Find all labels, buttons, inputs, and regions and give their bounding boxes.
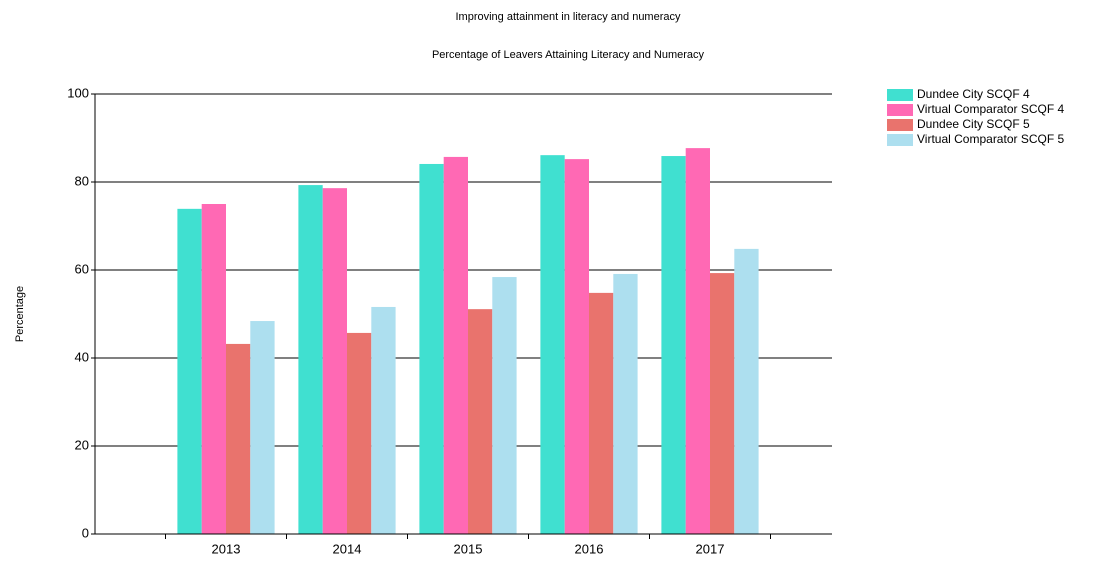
chart-subtitle: Percentage of Leavers Attaining Literacy… — [432, 49, 705, 61]
bar — [468, 309, 493, 534]
bar — [589, 292, 614, 534]
bar — [734, 248, 759, 534]
legend-swatch — [887, 134, 913, 146]
legend-label: Dundee City SCQF 4 — [917, 87, 1030, 101]
y-tick-label: 80 — [75, 173, 89, 188]
bar — [540, 155, 565, 534]
legend-swatch — [887, 104, 913, 116]
x-tick-label: 2014 — [333, 541, 362, 556]
bar — [177, 208, 202, 534]
y-tick-label: 100 — [67, 85, 89, 100]
bar — [322, 188, 347, 534]
y-tick-label: 40 — [75, 349, 89, 364]
bar — [298, 185, 323, 534]
chart-title: Improving attainment in literacy and num… — [456, 11, 681, 23]
bar — [443, 156, 468, 535]
legend-label: Dundee City SCQF 5 — [917, 117, 1030, 131]
x-tick-label: 2013 — [212, 541, 241, 556]
legend-swatch — [887, 119, 913, 131]
bar — [661, 156, 686, 535]
bar — [371, 306, 396, 534]
bar — [613, 273, 638, 534]
bar — [564, 159, 589, 534]
y-tick-label: 60 — [75, 261, 89, 276]
bar — [226, 343, 251, 534]
bar — [347, 332, 372, 534]
legend-label: Virtual Comparator SCQF 5 — [917, 132, 1064, 146]
y-tick-label: 20 — [75, 437, 89, 452]
y-tick-label: 0 — [82, 525, 89, 540]
legend-swatch — [887, 89, 913, 101]
bar — [250, 321, 275, 534]
bar — [492, 277, 517, 534]
bar — [419, 163, 444, 534]
x-tick-label: 2017 — [696, 541, 725, 556]
x-tick-label: 2015 — [454, 541, 483, 556]
bar — [685, 148, 710, 534]
y-axis-label: Percentage — [14, 286, 26, 342]
legend-label: Virtual Comparator SCQF 4 — [917, 102, 1064, 116]
x-tick-label: 2016 — [575, 541, 604, 556]
bar — [710, 273, 735, 534]
bar — [201, 204, 226, 534]
